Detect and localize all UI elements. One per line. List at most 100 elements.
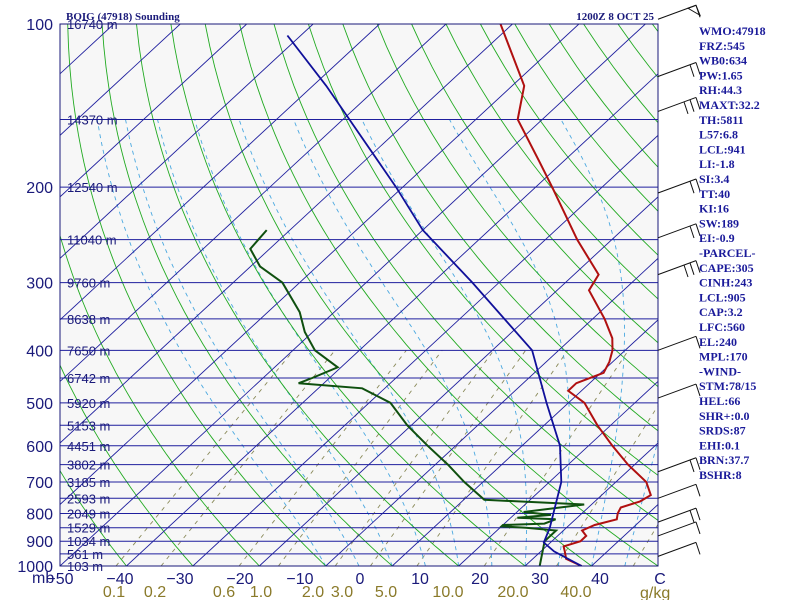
plot-content — [60, 24, 658, 566]
isotherm-line — [126, 73, 658, 566]
index-entry: EI:-0.9 — [699, 231, 735, 245]
temperature-tick-label: −50 — [46, 571, 73, 588]
wind-barb-feather — [689, 459, 695, 473]
moist-adiabat-line — [96, 119, 327, 566]
temperature-axis-labels: −50 −40 −30 −20 −10 0 10 20 30 40 C — [46, 571, 665, 588]
wind-barb-feather — [683, 264, 689, 278]
pressure-tick-label: 600 — [26, 439, 53, 456]
wind-barb-staff — [657, 521, 697, 537]
wind-barb-feather — [695, 97, 701, 110]
mixing-ratio-tick-label: 10.0 — [432, 584, 463, 600]
index-entry: LCL:941 — [699, 142, 746, 156]
height-label: 1034 m — [67, 534, 110, 549]
temperature-tick-label: C — [654, 571, 666, 588]
mixing-ratio-line — [278, 350, 443, 566]
index-entry: CINH:243 — [699, 276, 752, 290]
index-entry: LCL:905 — [699, 290, 746, 304]
pressure-tick-label: 800 — [26, 506, 53, 523]
height-label: 2593 m — [67, 491, 110, 506]
chart-title: BOIG (47918) Sounding — [66, 11, 180, 23]
isotherm-line — [391, 319, 658, 566]
pressure-tick-label: 1000 — [17, 559, 53, 576]
isotherm-line — [60, 24, 181, 136]
mixing-ratio-line — [160, 350, 336, 566]
moist-adiabat-line — [194, 119, 426, 566]
wind-barb-feather — [695, 484, 701, 497]
temperature-tick-label: 10 — [411, 571, 429, 588]
mixing-ratio-tick-label: 0.1 — [103, 584, 125, 600]
index-entry: EHI:0.1 — [699, 438, 740, 452]
mixing-ratio-line — [556, 404, 658, 566]
index-entry: CAPE:305 — [699, 261, 754, 275]
moist-adiabat-line — [449, 119, 571, 566]
index-entry: CAP:3.2 — [699, 305, 743, 319]
index-entry: MAXT:32.2 — [699, 98, 760, 112]
temperature-tick-label: −10 — [286, 571, 313, 588]
height-label: 9760 m — [67, 276, 110, 291]
stability-indices-panel: WMO:47918FRZ:545WB0:634PW:1.65RH:44.3MAX… — [699, 24, 766, 482]
height-label: 8638 m — [67, 312, 110, 327]
height-label: 11040 m — [67, 233, 117, 248]
index-entry: WB0:634 — [699, 54, 747, 68]
mixing-ratio-tick-label: 1.0 — [250, 584, 272, 600]
index-entry: SW:189 — [699, 216, 739, 230]
isotherm-line — [325, 257, 658, 566]
mixing-ratio-tick-label: 0.6 — [213, 584, 235, 600]
height-label: 16740 m — [67, 17, 118, 32]
plot-border — [59, 23, 659, 567]
index-entry: TH:5811 — [699, 113, 744, 127]
index-entry: BRN:37.7 — [699, 453, 749, 467]
isotherm-line — [259, 196, 658, 566]
height-label: 103 m — [67, 559, 103, 574]
isotherm-line — [60, 24, 247, 198]
index-entry: LI:-1.8 — [699, 157, 735, 171]
index-entry: PW:1.65 — [699, 68, 743, 82]
mixing-ratio-line — [115, 350, 294, 566]
temperature-tick-label: −20 — [226, 571, 253, 588]
wind-barb-staff — [657, 62, 697, 77]
temperature-tick-label: −40 — [106, 571, 133, 588]
wind-barb-staff — [657, 178, 697, 194]
wind-barb-staff — [657, 457, 697, 473]
index-entry: SRDS:87 — [699, 424, 746, 438]
isotherm-line — [60, 24, 580, 506]
wind-barb-feather — [695, 383, 701, 397]
pressure-tick-label: 300 — [26, 276, 53, 293]
wind-barb-feather — [695, 521, 701, 535]
index-entry: WMO:47918 — [699, 24, 766, 38]
temperature-tick-label: −30 — [166, 571, 193, 588]
height-label: 4451 m — [67, 439, 110, 454]
mixing-ratio-tick-label: 0.2 — [144, 584, 166, 600]
wind-barb-staff — [657, 507, 697, 523]
pressure-unit-label: mb — [32, 570, 54, 587]
index-entry: -PARCEL- — [699, 246, 755, 260]
height-label: 12540 m — [67, 180, 118, 195]
wind-barb-feather — [695, 542, 701, 555]
height-label: 2049 m — [67, 506, 110, 521]
moist-adiabat-line — [125, 119, 360, 566]
wind-barb-staff — [657, 383, 697, 399]
mixing-ratio-axis-labels: 0.1 0.2 0.6 1.0 2.0 3.0 5.0 10.0 20.0 40.0 — [103, 584, 592, 600]
index-entry: HEL:66 — [699, 394, 740, 408]
isotherm-line — [524, 442, 658, 566]
index-entry: STM:78/15 — [699, 379, 756, 393]
pressure-tick-label: 500 — [26, 396, 53, 413]
index-entry: L57:6.8 — [699, 128, 738, 142]
wind-barb-feather — [695, 336, 701, 349]
height-label: 1529 m — [67, 521, 110, 536]
isotherm-line — [192, 134, 658, 566]
mixing-ratio-line — [238, 350, 407, 566]
pressure-tick-label: 700 — [26, 475, 53, 492]
height-label: 561 m — [67, 547, 103, 562]
sounding-traces — [249, 24, 653, 566]
wind-barb-staff — [657, 335, 697, 351]
height-label: 14370 m — [67, 112, 118, 127]
height-label: 5153 m — [67, 418, 110, 433]
index-entry: SI:3.4 — [699, 172, 729, 186]
index-entry: SHR+:0.0 — [699, 409, 750, 423]
wind-barb-feather — [695, 260, 701, 273]
temperature-tick-label: 0 — [356, 571, 365, 588]
pressure-tick-label: 200 — [26, 180, 53, 197]
isotherms — [60, 24, 658, 566]
wind-barb-staff — [657, 483, 697, 499]
